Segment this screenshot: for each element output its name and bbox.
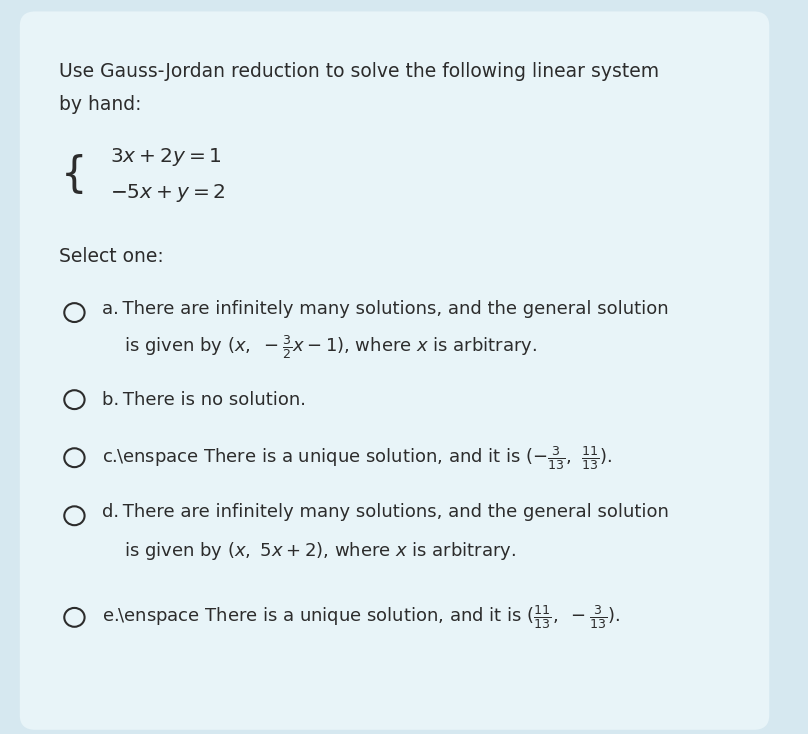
Text: $3x + 2y = 1$: $3x + 2y = 1$ bbox=[110, 145, 221, 167]
Text: Use Gauss-Jordan reduction to solve the following linear system: Use Gauss-Jordan reduction to solve the … bbox=[59, 62, 659, 81]
Text: is given by $(x,\ -\frac{3}{2}x - 1)$, where $x$ is arbitrary.: is given by $(x,\ -\frac{3}{2}x - 1)$, w… bbox=[124, 333, 537, 361]
Text: is given by $(x,\ 5x + 2)$, where $x$ is arbitrary.: is given by $(x,\ 5x + 2)$, where $x$ is… bbox=[124, 539, 516, 562]
Text: $-5x + y = 2$: $-5x + y = 2$ bbox=[110, 182, 225, 204]
Text: d. There are infinitely many solutions, and the general solution: d. There are infinitely many solutions, … bbox=[102, 503, 669, 521]
Text: by hand:: by hand: bbox=[59, 95, 141, 114]
Text: a. There are infinitely many solutions, and the general solution: a. There are infinitely many solutions, … bbox=[102, 300, 668, 318]
Text: b. There is no solution.: b. There is no solution. bbox=[102, 390, 305, 409]
Text: e.\enspace There is a unique solution, and it is $(\frac{11}{13},\ -\frac{3}{13}: e.\enspace There is a unique solution, a… bbox=[102, 603, 620, 631]
Text: Select one:: Select one: bbox=[59, 247, 163, 266]
Text: c.\enspace There is a unique solution, and it is $(-\frac{3}{13},\ \frac{11}{13}: c.\enspace There is a unique solution, a… bbox=[102, 444, 612, 472]
FancyBboxPatch shape bbox=[19, 12, 769, 730]
Text: {: { bbox=[61, 153, 88, 196]
